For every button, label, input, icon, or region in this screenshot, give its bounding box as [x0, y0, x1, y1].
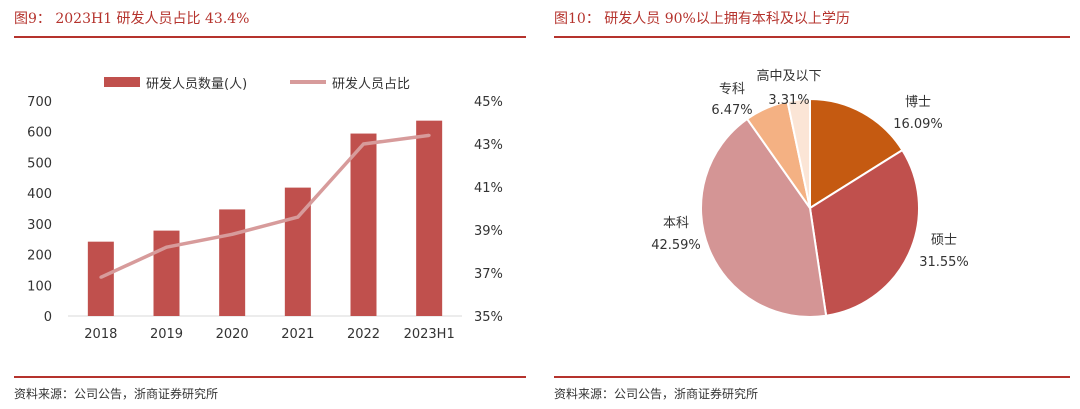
pie-slice-3: [700, 117, 828, 318]
line-point-2022: [362, 142, 365, 146]
pie-slice-5: [786, 97, 811, 209]
line-point-2018: [99, 275, 103, 279]
bar-2019: [153, 230, 180, 316]
y-right-tick-label: 41%: [474, 181, 503, 196]
pie-label-name: 专科: [719, 82, 745, 97]
x-tick-label: 2020: [216, 327, 249, 342]
y-left-tick-label: 100: [27, 279, 52, 294]
y-left-tick-label: 700: [27, 95, 52, 110]
y-right-tick-label: 39%: [474, 224, 503, 239]
y-left-tick-label: 0: [44, 310, 52, 325]
pie-label-value: 31.55%: [919, 255, 969, 270]
pie-label-name: 本科: [663, 216, 689, 231]
line-series-ratio: [100, 133, 430, 279]
figure-9-panel: 图9： 2023H1 研发人员占比 43.4% 0 100 200 300 400 500…: [14, 11, 526, 401]
figure-10-source: 资料来源：公司公告，浙商证券研究所: [554, 387, 759, 401]
y-right-tick-label: 35%: [474, 310, 503, 325]
figure-9-title: 图9： 2023H1 研发人员占比 43.4%: [14, 11, 250, 27]
bar-2020: [219, 209, 246, 316]
pie-label-name: 高中及以下: [756, 68, 821, 84]
legend-label-bar: 研发人员数量(人): [146, 76, 247, 92]
line-point-2023H1: [427, 133, 431, 137]
pie-slice-1: [809, 97, 904, 210]
pie-label-value: 42.59%: [651, 238, 701, 253]
pie-label-value: 3.31%: [768, 93, 809, 108]
x-tick-label: 2022: [347, 327, 380, 342]
y-left-tick-label: 500: [27, 156, 52, 171]
x-tick-label: 2019: [150, 327, 183, 342]
pie-label-name: 硕士: [931, 233, 957, 248]
combo-chart: 0 100 200 300 400 500 600 700 35% 37% 39% 41% 43% 45%…: [27, 76, 503, 342]
x-tick-label: 2021: [281, 327, 314, 342]
line-point-2020: [230, 232, 234, 236]
pie-label-value: 6.47%: [711, 103, 752, 118]
bar-2022: [350, 133, 377, 316]
y-left-tick-label: 400: [27, 187, 52, 202]
y-right-tick-label: 37%: [474, 267, 503, 282]
figure-10-title: 图10： 研发人员 90%以上拥有本科及以上学历: [554, 11, 850, 27]
legend-swatch-bar: [104, 77, 140, 87]
bar-2023H1: [416, 120, 443, 317]
y-right-tick-label: 43%: [474, 138, 503, 153]
legend-label-line: 研发人员占比: [332, 76, 410, 92]
pie-label-name: 博士: [905, 95, 931, 110]
pie-slice-2: [808, 148, 920, 317]
x-tick-label: 2023H1: [404, 327, 455, 342]
title-rule: [554, 36, 1070, 38]
y-left-tick-label: 600: [27, 126, 52, 141]
y-left-tick-label: 300: [27, 218, 52, 233]
x-tick-label: 2018: [84, 327, 117, 342]
footer-rule: [554, 376, 1070, 378]
figure-10-panel: 图10： 研发人员 90%以上拥有本科及以上学历 博士 16.09% 硕士 31.55…: [540, 0, 1080, 409]
figure-9-source: 资料来源：公司公告，浙商证券研究所: [14, 387, 219, 401]
line-point-2021: [296, 215, 300, 219]
pie-chart: 博士 16.09% 硕士 31.55% 本科 42.59% 专科 6.47% 高中及以下 3.31…: [651, 68, 969, 318]
line-point-2019: [165, 245, 168, 249]
y-left-tick-label: 200: [27, 249, 52, 264]
footer-rule: [14, 376, 526, 378]
bar-2018: [87, 241, 114, 316]
y-right-tick-label: 45%: [474, 95, 503, 110]
pie-label-value: 16.09%: [893, 117, 943, 132]
title-rule: [14, 36, 526, 38]
